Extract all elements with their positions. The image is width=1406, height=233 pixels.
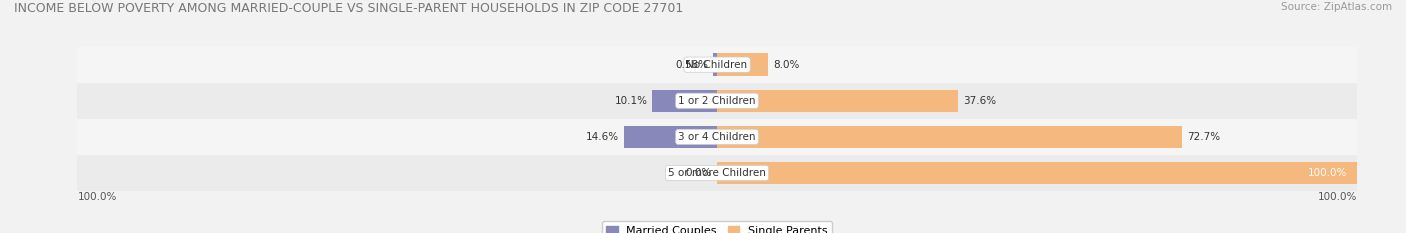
Text: 0.0%: 0.0% xyxy=(686,168,711,178)
Bar xyxy=(652,89,717,112)
Text: 5 or more Children: 5 or more Children xyxy=(668,168,766,178)
Bar xyxy=(713,53,717,76)
Text: No Children: No Children xyxy=(686,60,748,70)
Text: Source: ZipAtlas.com: Source: ZipAtlas.com xyxy=(1281,2,1392,12)
Text: 8.0%: 8.0% xyxy=(773,60,800,70)
Text: 3 or 4 Children: 3 or 4 Children xyxy=(678,132,756,142)
Bar xyxy=(717,162,1357,184)
Text: 72.7%: 72.7% xyxy=(1187,132,1220,142)
Text: 100.0%: 100.0% xyxy=(1317,192,1357,202)
Text: 14.6%: 14.6% xyxy=(585,132,619,142)
Bar xyxy=(77,119,1357,155)
Bar xyxy=(717,89,957,112)
Text: 100.0%: 100.0% xyxy=(1308,168,1347,178)
Bar xyxy=(77,83,1357,119)
Text: 1 or 2 Children: 1 or 2 Children xyxy=(678,96,756,106)
Text: 100.0%: 100.0% xyxy=(77,192,117,202)
Text: 0.58%: 0.58% xyxy=(675,60,709,70)
Text: INCOME BELOW POVERTY AMONG MARRIED-COUPLE VS SINGLE-PARENT HOUSEHOLDS IN ZIP COD: INCOME BELOW POVERTY AMONG MARRIED-COUPL… xyxy=(14,2,683,15)
Bar xyxy=(77,155,1357,191)
Bar xyxy=(77,47,1357,83)
Bar xyxy=(717,53,768,76)
Text: 10.1%: 10.1% xyxy=(614,96,647,106)
Text: 37.6%: 37.6% xyxy=(963,96,995,106)
Legend: Married Couples, Single Parents: Married Couples, Single Parents xyxy=(602,221,832,233)
Bar xyxy=(717,126,1182,148)
Bar xyxy=(624,126,717,148)
